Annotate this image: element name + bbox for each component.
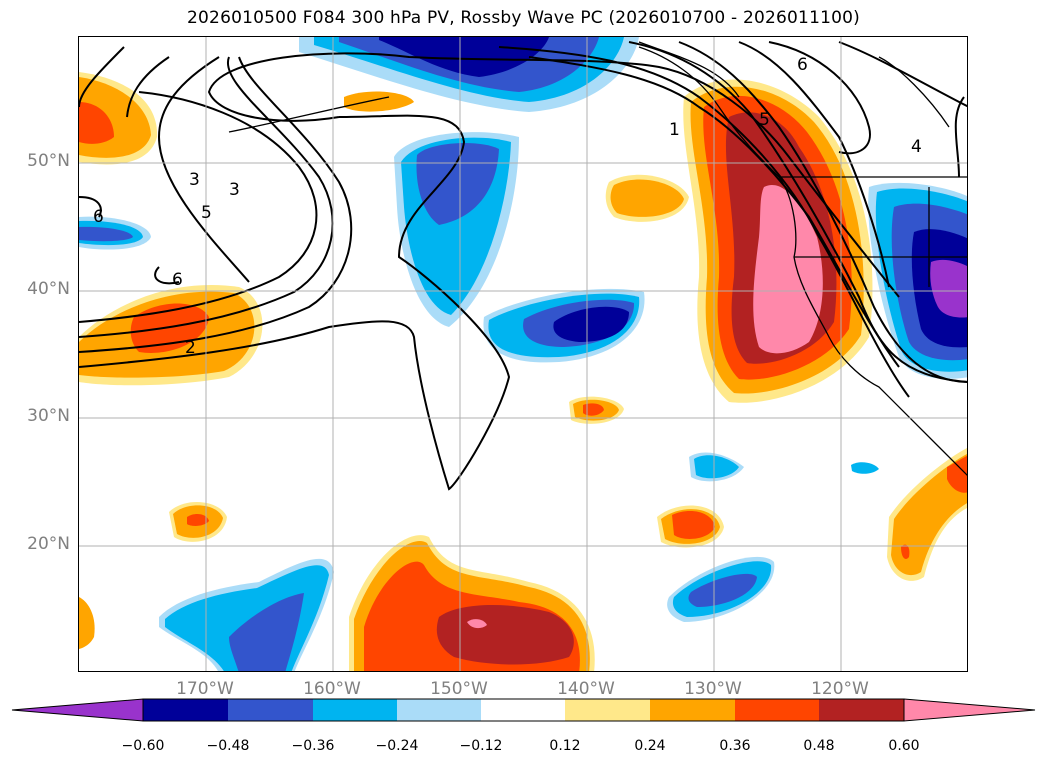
lon-label-150w: 150°W bbox=[430, 679, 488, 699]
map-title: 2026010500 F084 300 hPa PV, Rossby Wave … bbox=[187, 8, 860, 28]
lat-label-30n: 30°N bbox=[27, 406, 70, 426]
colorbar-tick: −0.48 bbox=[206, 738, 250, 754]
colorbar-segment bbox=[819, 699, 904, 721]
contour-label: 3 bbox=[229, 180, 240, 200]
colorbar-segment bbox=[397, 699, 481, 721]
lat-label-20n: 20°N bbox=[27, 534, 70, 554]
colorbar-tick: 0.36 bbox=[719, 738, 751, 754]
colorbar-segment bbox=[313, 699, 397, 721]
contour-labels: 6 5 1 4 3 3 5 2 6 6 bbox=[93, 55, 922, 358]
contour-label: 2 bbox=[185, 338, 196, 358]
colorbar-max-extend bbox=[903, 698, 1036, 722]
colorbar-tick: 0.12 bbox=[549, 738, 581, 754]
colorbar-segment bbox=[650, 699, 735, 721]
contour-label: 6 bbox=[93, 207, 104, 227]
colorbar-tick: 0.60 bbox=[888, 738, 920, 754]
colorbar-tick: −0.12 bbox=[459, 738, 503, 754]
colorbar-segment bbox=[735, 699, 819, 721]
colorbar-tick: −0.60 bbox=[121, 738, 165, 754]
lat-label-50n: 50°N bbox=[27, 151, 70, 171]
lon-label-160w: 160°W bbox=[303, 679, 361, 699]
colorbar-segment bbox=[228, 699, 313, 721]
map-panel: 6 5 1 4 3 3 5 2 6 6 bbox=[78, 36, 968, 672]
lon-label-130w: 130°W bbox=[684, 679, 742, 699]
pv-contours bbox=[79, 41, 967, 491]
colorbar-tick: 0.48 bbox=[803, 738, 835, 754]
lon-label-120w: 120°W bbox=[811, 679, 869, 699]
contour-label: 6 bbox=[797, 55, 808, 75]
colorbar bbox=[11, 698, 1036, 722]
contour-label: 5 bbox=[759, 110, 770, 130]
colorbar-tick: −0.24 bbox=[375, 738, 419, 754]
map-plot: 6 5 1 4 3 3 5 2 6 6 bbox=[79, 37, 967, 671]
contour-label: 1 bbox=[669, 120, 680, 140]
lon-label-170w: 170°W bbox=[176, 679, 234, 699]
contour-label: 3 bbox=[189, 170, 200, 190]
lon-label-140w: 140°W bbox=[557, 679, 615, 699]
colorbar-segment bbox=[481, 699, 565, 721]
colorbar-min-extend bbox=[11, 698, 144, 722]
contour-label: 5 bbox=[201, 203, 212, 223]
colorbar-tick: −0.36 bbox=[291, 738, 335, 754]
contour-label: 4 bbox=[911, 137, 922, 157]
coastline bbox=[228, 41, 967, 476]
lat-label-40n: 40°N bbox=[27, 279, 70, 299]
colorbar-segment bbox=[143, 699, 228, 721]
colorbar-segment bbox=[565, 699, 650, 721]
contour-label: 6 bbox=[172, 270, 183, 290]
colorbar-tick: 0.24 bbox=[634, 738, 666, 754]
gridlines bbox=[79, 37, 967, 671]
